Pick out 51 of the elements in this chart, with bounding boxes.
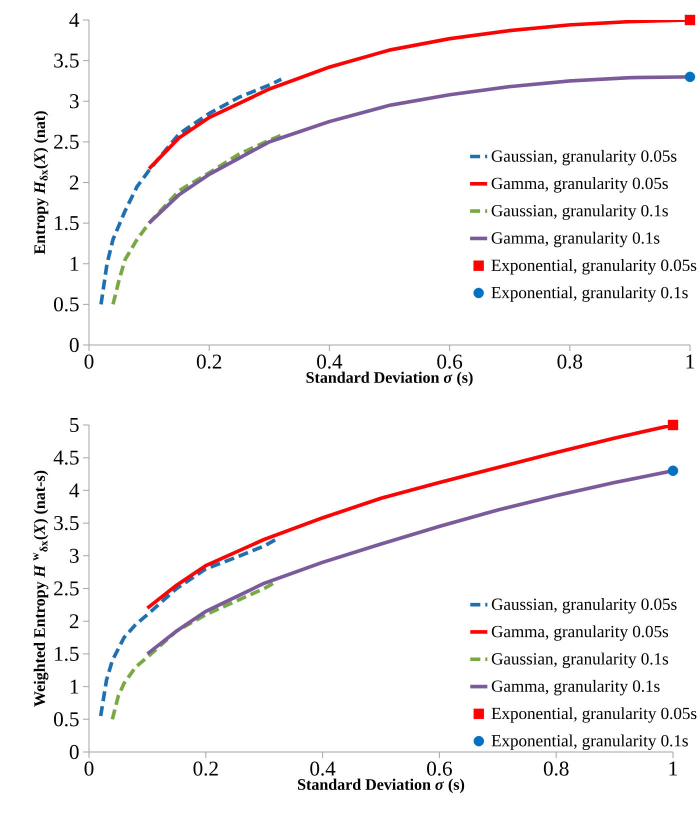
x-tick-label: 0 [84, 762, 94, 776]
y-tick-label: 0 [70, 744, 79, 760]
y-tick-label: 4 [69, 483, 80, 498]
line-series [98, 538, 278, 718]
legend-label: Gamma, granularity 0.1s [492, 680, 660, 696]
y-tick-label: 2 [70, 176, 78, 190]
y-tick-label: 1 [70, 680, 78, 694]
y-tick-label: 2.5 [54, 134, 79, 149]
y-axis-title: Weighted Entropy H $^{w}$$_{δx}$(X) (nat-s) [33, 470, 48, 707]
legend-label: Exponential, granularity 0.05s [492, 707, 696, 723]
y-tick-label: 4 [69, 13, 80, 27]
legend-label: Gaussian, granularity 0.1s [492, 204, 668, 220]
x-tick-label: 0.8 [557, 354, 582, 369]
x-tick-label: 0.2 [193, 762, 218, 776]
y-axis-title: Entropy H$_{δx}$(X) (nat) [34, 111, 48, 254]
legend-label: Gamma, granularity 0.05s [492, 177, 668, 193]
y-tick-label: 0.5 [54, 712, 79, 726]
y-tick-label: 0 [70, 338, 79, 352]
y-tick-label: 3.5 [54, 516, 79, 530]
legend-label: Exponential, granularity 0.1s [491, 286, 688, 302]
y-tick-label: 1.5 [55, 646, 79, 661]
x-tick-label: 1 [670, 762, 677, 776]
legend-label: Exponential, granularity 0.1s [492, 734, 688, 750]
x-tick-label: 0.2 [196, 354, 222, 369]
y-tick-label: 3.5 [54, 54, 79, 68]
legend-label: Gamma, granularity 0.05s [492, 625, 668, 641]
legend-label: Exponential, granularity 0.05s [491, 259, 696, 275]
x-tick-label: 0.4 [310, 762, 336, 776]
legend-label: Gamma, granularity 0.1s [492, 232, 660, 248]
line-series [99, 78, 284, 306]
y-tick-label: 4.5 [54, 450, 79, 465]
y-tick-label: 1 [70, 256, 78, 271]
x-axis-title: Standard Deviation σ (s) [306, 372, 473, 386]
x-tick-label: 0.8 [544, 762, 569, 776]
y-tick-label: 1.5 [55, 216, 79, 230]
y-tick-label: 2.5 [54, 581, 79, 596]
y-tick-label: 3 [70, 94, 79, 108]
line-series [111, 134, 284, 306]
x-tick-label: 0.4 [317, 354, 342, 369]
x-tick-label: 0.6 [427, 762, 452, 776]
legend-label: Gaussian, granularity 0.05s [492, 598, 677, 614]
x-tick-label: 0 [84, 354, 94, 369]
y-tick-label: 3 [70, 548, 79, 563]
y-tick-label: 2 [70, 614, 78, 628]
y-tick-label: 5 [70, 418, 79, 432]
x-tick-label: 1 [686, 354, 694, 368]
x-axis-title: Standard Deviation σ (s) [298, 778, 464, 794]
y-tick-label: 0.5 [54, 297, 79, 312]
legend-label: Gaussian, granularity 0.1s [492, 652, 668, 668]
x-tick-label: 0.6 [437, 354, 462, 369]
legend-label: Gaussian, granularity 0.05s [492, 150, 676, 166]
